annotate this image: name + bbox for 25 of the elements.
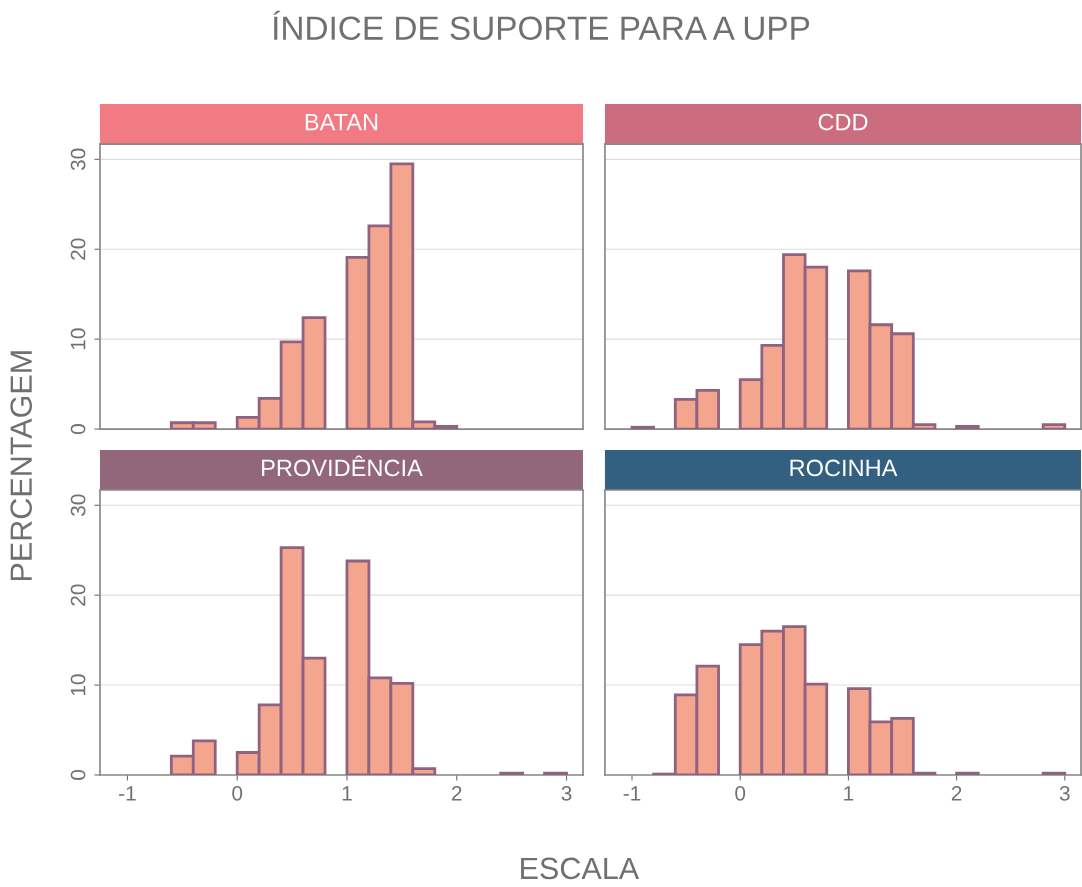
y-axis-title: PERCENTAGEM [10, 351, 33, 581]
x-tick-label: 3 [1059, 785, 1070, 801]
chart-title: ROCINHA [790, 459, 898, 477]
y-tick-label: 20 [70, 584, 86, 606]
x-tick-label: 1 [844, 786, 854, 801]
x-tick-label: 0 [232, 785, 243, 801]
x-tick-label: 2 [452, 785, 462, 801]
chart-title: PROVIDÊNCIA [262, 455, 423, 477]
y-tick-label: 20 [70, 238, 86, 260]
text: ÍNDICE DE SUPORTE PARA A UPP [273, 10, 810, 40]
y-tick-label: 10 [70, 328, 86, 350]
y-tick-label: 0 [70, 769, 86, 780]
y-tick-label: 30 [70, 148, 86, 171]
x-tick-label: 1 [342, 786, 352, 801]
x-tick-label: -1 [623, 786, 641, 801]
x-tick-label: 2 [951, 785, 962, 801]
y-tick-label: 30 [70, 494, 86, 517]
x-tick-label: 3 [561, 785, 572, 801]
x-axis-title: ESCALA [521, 857, 640, 880]
chart-title: BATAN [305, 113, 378, 131]
y-tick-label: 10 [70, 674, 86, 696]
x-tick-label: 0 [735, 785, 746, 801]
x-tick-label: -1 [119, 786, 136, 801]
chart-title: CDD [818, 113, 868, 131]
y-tick-label: 0 [70, 424, 86, 435]
